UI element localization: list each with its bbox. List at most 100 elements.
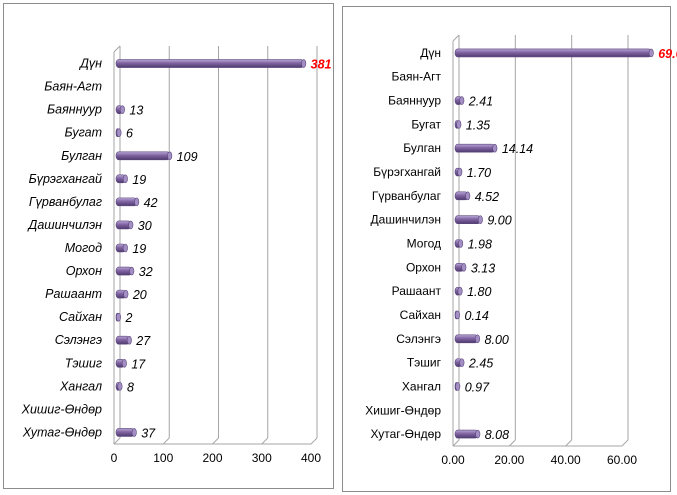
- category-label: Гүрванбулаг: [372, 189, 442, 203]
- category-label: Булган: [403, 141, 441, 155]
- category-label: Хишиг-Өндөр: [21, 402, 102, 416]
- chart-panel-right: 0.00 20.00 40.00 60.00 Дүн 69.67 Баян-Агт Баянн…: [342, 6, 677, 492]
- value-label: 8.08: [485, 428, 509, 442]
- value-label: 42: [144, 196, 158, 210]
- category-label: Бүрэгхангай: [29, 172, 102, 186]
- bar-cap: [455, 382, 461, 391]
- value-label: 14.14: [502, 142, 533, 156]
- x-tick-label: 0: [111, 451, 118, 465]
- category-label: Бугат: [411, 117, 441, 131]
- value-label: 4.52: [475, 190, 499, 204]
- bar-cap: [455, 310, 461, 320]
- value-label: 27: [135, 334, 151, 348]
- bar-cap: [122, 243, 128, 253]
- value-label: 381: [311, 58, 332, 72]
- bar: [115, 59, 304, 68]
- x-tick-label: 400: [301, 451, 321, 465]
- gridline-floor: [508, 439, 516, 447]
- bar-cap: [457, 167, 463, 177]
- category-label: Булган: [61, 149, 102, 163]
- bar-cap: [459, 358, 465, 367]
- bar-cap: [116, 312, 122, 322]
- value-label: 0.97: [465, 380, 490, 394]
- bar-cap: [458, 239, 464, 248]
- bar: [454, 48, 652, 58]
- bar-cap: [122, 174, 128, 184]
- gridline-floor: [162, 437, 170, 445]
- category-label: Хутаг-Өндөр: [371, 427, 442, 441]
- value-label: 2.45: [468, 357, 493, 371]
- bar-cap: [648, 48, 654, 58]
- category-label: Хишиг-Өндөр: [365, 403, 441, 417]
- bar-cap: [459, 96, 465, 105]
- category-label: Гүрванбулаг: [29, 195, 102, 209]
- value-label: 19: [132, 242, 146, 256]
- bar-cap: [134, 197, 140, 207]
- chart-panel-left: 0 100 200 300 400 Дүн 381 Баян-Агт Баяннуур 13 Буг…: [3, 3, 334, 489]
- value-label: 1.80: [467, 285, 491, 299]
- category-label: Дашинчилэн: [371, 213, 441, 227]
- gridline-floor: [310, 437, 318, 445]
- bar-cap: [117, 382, 123, 391]
- category-label: Хангал: [59, 379, 102, 393]
- value-label: 30: [138, 219, 152, 233]
- category-label: Рашаант: [45, 287, 102, 301]
- bar: [115, 428, 135, 437]
- bar-chart-counts: 0 100 200 300 400 Дүн 381 Баян-Агт Баяннуур 13 Буг…: [21, 45, 332, 465]
- category-label: Могод: [65, 241, 102, 255]
- category-label: Дүн: [420, 46, 441, 60]
- bar-cap: [129, 266, 135, 276]
- value-label: 69.67: [658, 47, 677, 61]
- bar: [454, 215, 481, 224]
- bar: [115, 151, 170, 161]
- value-label: 8: [127, 380, 134, 394]
- value-label: 6: [126, 127, 133, 141]
- category-label: Баян-Агт: [391, 70, 441, 84]
- bar-cap: [492, 143, 498, 153]
- bar: [115, 197, 137, 207]
- value-label: 2: [125, 311, 133, 325]
- value-label: 3.13: [471, 261, 495, 275]
- category-label: Орхон: [66, 264, 102, 278]
- value-label: 32: [139, 265, 153, 279]
- value-label: 19: [132, 173, 146, 187]
- gridline-floor: [261, 437, 269, 445]
- value-label: 13: [129, 104, 143, 118]
- wall-edge: [452, 34, 460, 42]
- category-label: Баян-Агт: [44, 80, 102, 94]
- category-label: Баяннуур: [47, 103, 102, 117]
- value-label: 8.00: [485, 333, 509, 347]
- x-tick-label: 0.00: [441, 453, 465, 467]
- bar-cap: [128, 220, 134, 230]
- bar-cap: [475, 334, 481, 344]
- bar-cap: [475, 429, 481, 439]
- x-tick-label: 40.00: [551, 453, 581, 467]
- bar-cap: [461, 263, 467, 272]
- x-tick-label: 200: [202, 451, 222, 465]
- value-label: 17: [131, 357, 146, 371]
- value-label: 1.70: [467, 166, 491, 180]
- gridline-floor: [621, 439, 629, 447]
- bar-cap: [477, 215, 483, 224]
- bar-cap: [465, 191, 471, 201]
- value-label: 1.98: [468, 238, 492, 252]
- category-label: Бүрэгхангай: [373, 165, 441, 179]
- value-label: 1.35: [466, 118, 490, 132]
- bar-chart-percent: 0.00 20.00 40.00 60.00 Дүн 69.67 Баян-Агт Баянн…: [365, 34, 677, 467]
- bar-cap: [121, 358, 127, 368]
- wall-edge: [113, 45, 121, 53]
- bar-cap: [126, 335, 132, 345]
- value-label: 37: [141, 426, 156, 440]
- category-label: Сайхан: [59, 310, 102, 324]
- gridline-floor: [565, 439, 573, 447]
- category-label: Дашинчилэн: [27, 218, 103, 232]
- bar: [454, 143, 496, 153]
- category-label: Хутаг-Өндөр: [22, 425, 102, 439]
- bar-cap: [123, 289, 129, 299]
- x-tick-label: 60.00: [607, 453, 637, 467]
- x-tick-label: 100: [153, 451, 173, 465]
- value-label: 109: [177, 150, 198, 164]
- bar-cap: [131, 428, 137, 437]
- bar: [454, 429, 479, 439]
- category-label: Тэшиг: [407, 356, 442, 370]
